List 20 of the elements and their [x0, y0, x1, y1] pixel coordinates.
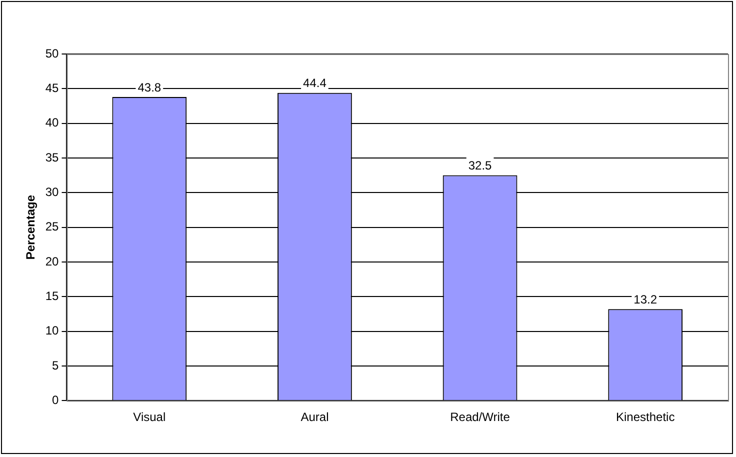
y-tick-label: 50 — [45, 46, 60, 60]
y-tick-label: 30 — [45, 184, 60, 199]
y-axis-title: Percentage — [24, 194, 38, 260]
y-tick-label: 40 — [45, 116, 60, 130]
y-tick-label: 10 — [45, 324, 60, 338]
data-label: 32.5 — [468, 158, 492, 173]
x-tick-label: Read/Write — [450, 410, 510, 424]
data-label: 13.2 — [634, 292, 658, 306]
y-tick-label: 20 — [45, 254, 60, 268]
y-tick-label: 45 — [45, 80, 60, 95]
x-tick-label: Aural — [300, 410, 329, 424]
y-tick-label: 5 — [52, 358, 60, 372]
y-tick-label: 0 — [52, 392, 60, 407]
y-tick-label: 35 — [45, 150, 60, 164]
y-tick-label: 15 — [45, 288, 60, 303]
x-tick-label: Kinesthetic — [616, 410, 675, 424]
y-tick-label: 25 — [45, 220, 60, 234]
data-label: 43.8 — [138, 80, 162, 94]
x-tick-label: Visual — [133, 410, 166, 424]
data-label: 44.4 — [303, 76, 327, 90]
